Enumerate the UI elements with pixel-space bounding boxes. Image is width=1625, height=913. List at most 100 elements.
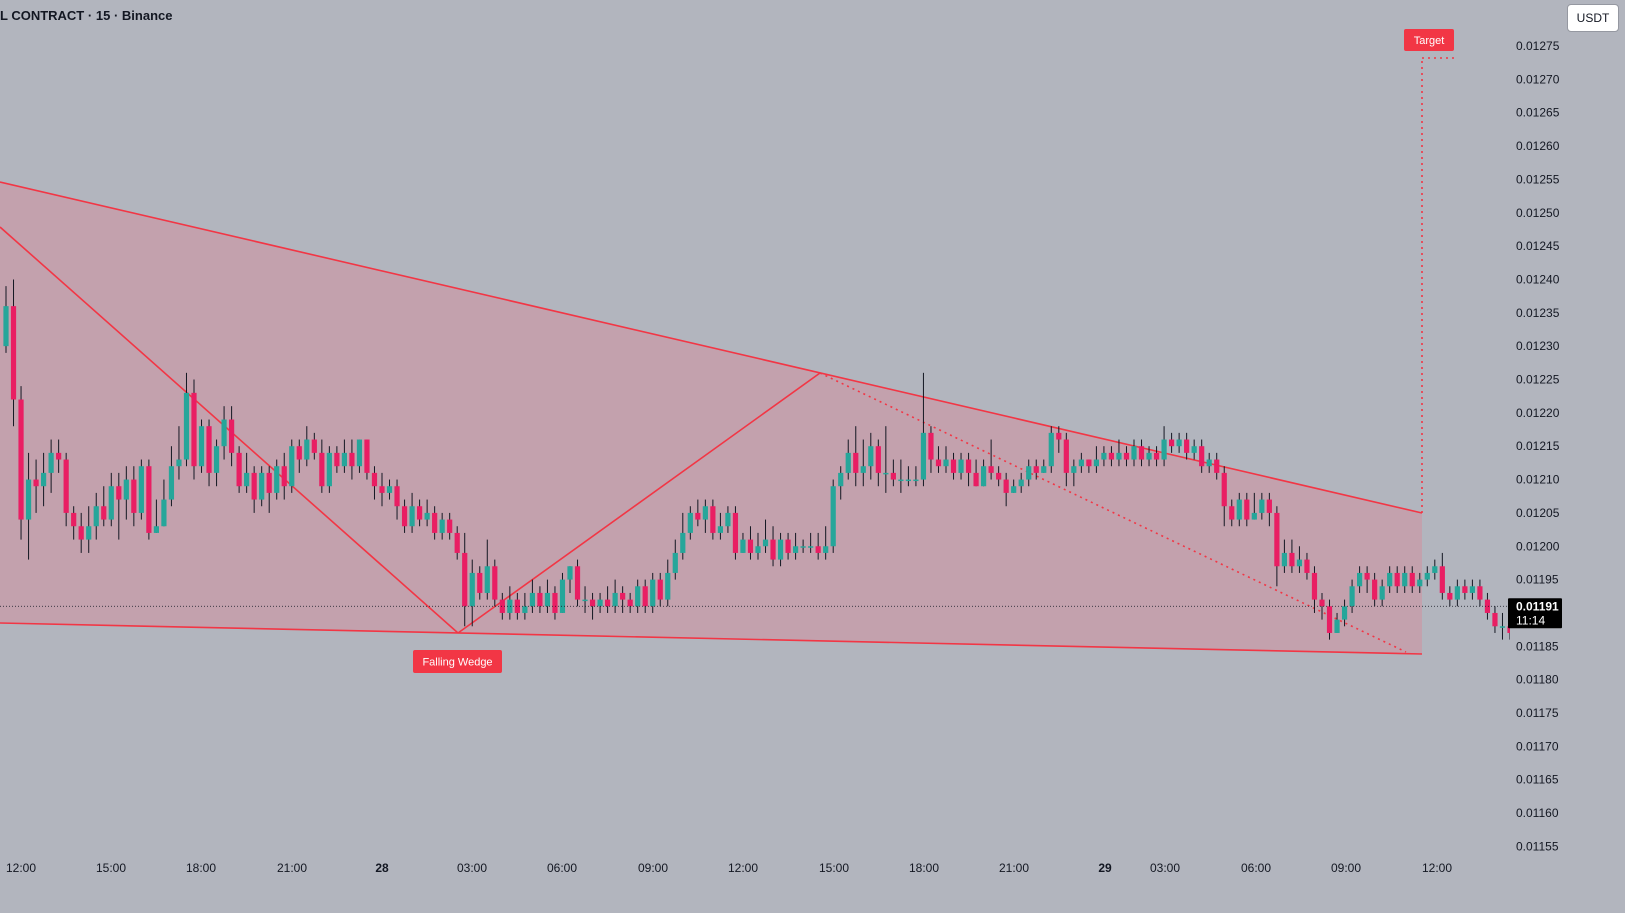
candle bbox=[123, 466, 129, 520]
candle-body bbox=[499, 599, 505, 613]
candle-body bbox=[1018, 479, 1024, 487]
candle-body bbox=[1417, 579, 1423, 587]
candle bbox=[928, 426, 934, 473]
candle-body bbox=[78, 526, 84, 540]
candle-body bbox=[409, 506, 415, 527]
candle bbox=[1266, 492, 1272, 527]
candle-body bbox=[589, 599, 596, 607]
candle bbox=[1462, 579, 1468, 600]
candle-body bbox=[341, 452, 347, 467]
candle bbox=[18, 386, 24, 540]
candle-body bbox=[1138, 446, 1145, 460]
candle-body bbox=[883, 472, 889, 475]
time-tick-label: 12:00 bbox=[6, 861, 36, 875]
candle-body bbox=[1063, 439, 1069, 473]
candle bbox=[732, 506, 739, 560]
price-tick-label: 0.01180 bbox=[1516, 673, 1559, 687]
candle-body bbox=[1161, 439, 1167, 460]
candle bbox=[913, 466, 919, 487]
candle bbox=[1454, 579, 1460, 607]
candle-body bbox=[635, 586, 641, 607]
candle-body bbox=[1011, 486, 1017, 493]
candle bbox=[507, 586, 513, 620]
candle bbox=[1221, 466, 1227, 527]
candle-body bbox=[183, 392, 190, 460]
candle-body bbox=[552, 592, 558, 613]
candle-body bbox=[777, 539, 784, 560]
candle-body bbox=[1199, 446, 1205, 467]
time-tick-label: 21:00 bbox=[999, 861, 1029, 875]
candle-body bbox=[63, 459, 69, 513]
candle-body bbox=[213, 446, 220, 473]
candle bbox=[1123, 446, 1130, 467]
candle-body bbox=[559, 579, 566, 613]
currency-button[interactable]: USDT bbox=[1567, 4, 1619, 32]
candle bbox=[311, 432, 317, 460]
candle-body bbox=[296, 446, 302, 460]
candle bbox=[371, 466, 378, 500]
candle bbox=[1296, 546, 1303, 573]
candle bbox=[838, 466, 844, 500]
candle bbox=[364, 439, 370, 480]
candle bbox=[898, 459, 904, 493]
candle bbox=[725, 506, 731, 533]
candle bbox=[131, 466, 137, 527]
candle-body bbox=[507, 599, 513, 613]
price-tick-label: 0.01200 bbox=[1516, 539, 1560, 553]
candle bbox=[1176, 432, 1182, 453]
candle bbox=[1086, 459, 1092, 473]
price-tick-label: 0.01165 bbox=[1516, 773, 1559, 787]
candle-body bbox=[740, 539, 746, 553]
price-tick-label: 0.01195 bbox=[1516, 573, 1559, 587]
candle bbox=[1206, 452, 1212, 473]
candle bbox=[417, 499, 423, 527]
candle bbox=[800, 539, 806, 553]
candle bbox=[808, 532, 814, 553]
current-price-badge-bg bbox=[1508, 598, 1562, 629]
candle-body bbox=[1214, 459, 1220, 473]
candle-body bbox=[319, 452, 325, 487]
price-tick-label: 0.01245 bbox=[1516, 239, 1560, 253]
candle-body bbox=[439, 519, 445, 533]
price-tick-label: 0.01205 bbox=[1516, 506, 1560, 520]
candle bbox=[582, 586, 588, 613]
candle bbox=[161, 479, 167, 527]
candle bbox=[1063, 432, 1069, 487]
candle-body bbox=[259, 472, 265, 500]
candle-body bbox=[1086, 459, 1092, 467]
candle-body bbox=[484, 566, 490, 593]
candle bbox=[1469, 579, 1475, 600]
candle bbox=[559, 572, 566, 613]
candle bbox=[1071, 459, 1077, 487]
candle bbox=[1387, 566, 1393, 593]
candle bbox=[3, 286, 9, 353]
price-axis[interactable]: 0.01275 0.01270 0.01265 0.01260 0.01255 0.012… bbox=[1508, 0, 1625, 913]
candle-body bbox=[236, 452, 242, 487]
candle bbox=[296, 439, 302, 473]
candle bbox=[1492, 606, 1498, 633]
candle-body bbox=[1003, 479, 1009, 493]
candle bbox=[477, 566, 483, 600]
candle bbox=[1003, 472, 1009, 507]
time-tick-label: 18:00 bbox=[909, 861, 939, 875]
candle-body bbox=[424, 512, 430, 520]
time-tick-label: 09:00 bbox=[1331, 861, 1361, 875]
candle bbox=[198, 419, 205, 473]
candle-body bbox=[244, 472, 250, 487]
candle-body bbox=[1439, 566, 1445, 593]
candle bbox=[815, 532, 821, 560]
candle bbox=[1236, 492, 1242, 527]
candle-body bbox=[1093, 459, 1099, 467]
candle bbox=[710, 499, 716, 540]
candle-body bbox=[725, 512, 731, 527]
candle-body bbox=[146, 466, 152, 533]
candle bbox=[755, 532, 761, 560]
candle-body bbox=[717, 526, 723, 533]
time-axis[interactable]: 12:00 15:00 18:00 21:00 28 03:00 06:00 09:00 12:… bbox=[6, 861, 1452, 875]
candle-body bbox=[206, 426, 212, 473]
candle-body bbox=[672, 552, 678, 573]
candle bbox=[567, 566, 573, 593]
candle-body bbox=[454, 532, 460, 553]
candle bbox=[642, 579, 648, 613]
